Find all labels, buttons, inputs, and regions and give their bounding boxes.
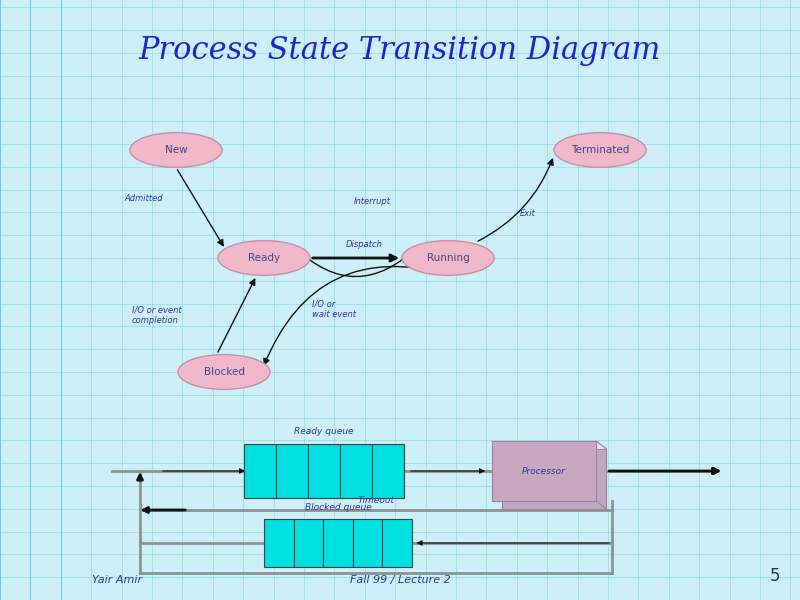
Bar	[264, 519, 294, 567]
Text: Blocked queue: Blocked queue	[305, 503, 371, 512]
Text: Timeout: Timeout	[358, 496, 394, 505]
Text: Running: Running	[426, 253, 470, 263]
Text: Interrupt: Interrupt	[354, 197, 390, 205]
Text: I/O or event
completion: I/O or event completion	[132, 305, 182, 325]
Bar	[382, 519, 412, 567]
Text: Ready queue: Ready queue	[294, 427, 354, 436]
Bar	[353, 519, 382, 567]
Text: Ready: Ready	[248, 253, 280, 263]
Bar	[340, 444, 372, 498]
Text: New: New	[165, 145, 187, 155]
Bar	[276, 444, 308, 498]
Text: Admitted: Admitted	[124, 193, 162, 203]
Text: Processor: Processor	[522, 467, 566, 475]
Text: I/O or
wait event: I/O or wait event	[312, 299, 356, 319]
Text: Terminated: Terminated	[571, 145, 629, 155]
Text: 5: 5	[770, 567, 780, 585]
Text: Yair Amir: Yair Amir	[92, 575, 142, 585]
Ellipse shape	[218, 241, 310, 275]
Ellipse shape	[402, 241, 494, 275]
Text: Fall 99 / Lecture 2: Fall 99 / Lecture 2	[350, 575, 450, 585]
Bar	[244, 444, 276, 498]
Bar	[308, 444, 340, 498]
Ellipse shape	[130, 133, 222, 167]
Text: Dispatch: Dispatch	[346, 240, 382, 250]
Ellipse shape	[554, 133, 646, 167]
Bar	[492, 441, 596, 501]
Text: Blocked: Blocked	[203, 367, 245, 377]
Ellipse shape	[178, 355, 270, 389]
Text: Process State Transition Diagram: Process State Transition Diagram	[139, 35, 661, 67]
Text: Exit: Exit	[520, 209, 536, 218]
Bar	[372, 444, 404, 498]
Bar	[323, 519, 353, 567]
Bar	[502, 449, 606, 509]
Bar	[294, 519, 323, 567]
